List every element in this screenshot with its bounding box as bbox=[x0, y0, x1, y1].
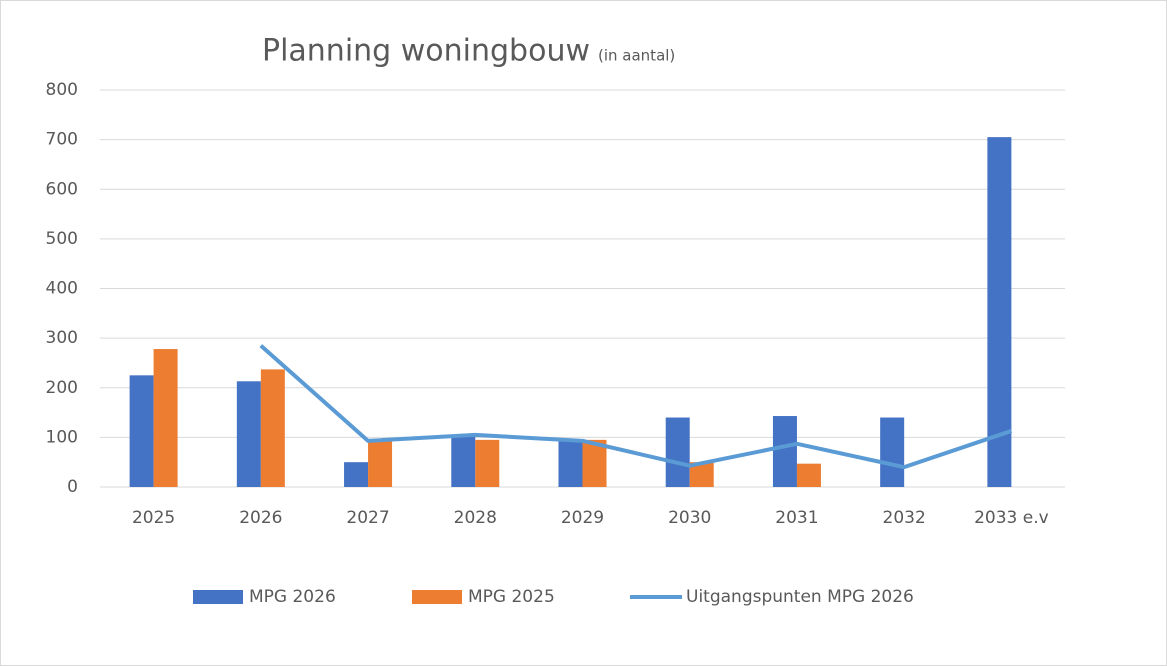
x-tick-label: 2030 bbox=[668, 508, 711, 528]
legend-label: MPG 2025 bbox=[468, 587, 555, 607]
bar bbox=[987, 137, 1012, 488]
y-tick-label: 400 bbox=[46, 279, 78, 299]
y-tick-label: 500 bbox=[46, 229, 78, 249]
x-tick-label: 2029 bbox=[561, 508, 604, 528]
bar bbox=[260, 369, 285, 487]
bar bbox=[451, 434, 476, 487]
bar bbox=[558, 441, 583, 487]
legend-swatch bbox=[412, 590, 462, 604]
chart-title: Planning woningbouw bbox=[262, 34, 590, 69]
legend-label: Uitgangspunten MPG 2026 bbox=[686, 587, 914, 607]
bar bbox=[236, 381, 261, 487]
y-tick-label: 700 bbox=[46, 130, 78, 150]
chart-title-note: (in aantal) bbox=[598, 47, 675, 65]
bar bbox=[475, 439, 500, 487]
y-tick-label: 0 bbox=[67, 477, 78, 497]
x-tick-label: 2027 bbox=[346, 508, 389, 528]
y-tick-label: 600 bbox=[46, 179, 78, 199]
y-tick-label: 800 bbox=[46, 80, 78, 100]
line bbox=[259, 344, 1013, 470]
x-tick-label: 2028 bbox=[454, 508, 497, 528]
bar bbox=[880, 417, 905, 487]
x-tick-label: 2026 bbox=[239, 508, 282, 528]
bar bbox=[772, 416, 797, 487]
x-tick-label: 2031 bbox=[775, 508, 818, 528]
bar bbox=[344, 462, 369, 487]
bar bbox=[129, 375, 154, 487]
y-tick-label: 200 bbox=[46, 378, 78, 398]
y-tick-label: 300 bbox=[46, 328, 78, 348]
bar bbox=[582, 439, 607, 487]
x-tick-label: 2033 e.v bbox=[974, 508, 1049, 528]
bar bbox=[796, 463, 821, 487]
bar bbox=[368, 440, 393, 487]
legend-label: MPG 2026 bbox=[249, 587, 336, 607]
bar bbox=[153, 349, 178, 487]
x-tick-label: 2032 bbox=[883, 508, 926, 528]
y-tick-label: 100 bbox=[46, 427, 78, 447]
bar bbox=[665, 417, 690, 487]
legend-swatch bbox=[193, 590, 243, 604]
x-tick-label: 2025 bbox=[132, 508, 175, 528]
